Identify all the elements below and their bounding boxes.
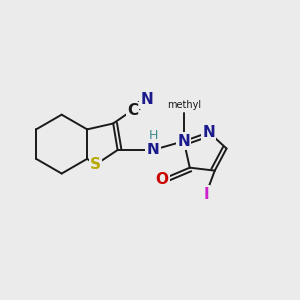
Text: S: S [90,157,101,172]
Text: N: N [141,92,153,107]
Text: N: N [202,125,215,140]
Text: I: I [203,187,209,202]
Text: O: O [155,172,168,187]
Text: H: H [148,129,158,142]
Text: N: N [147,142,159,158]
Text: N: N [178,134,190,149]
Text: C: C [127,103,138,118]
Text: methyl: methyl [167,100,201,110]
